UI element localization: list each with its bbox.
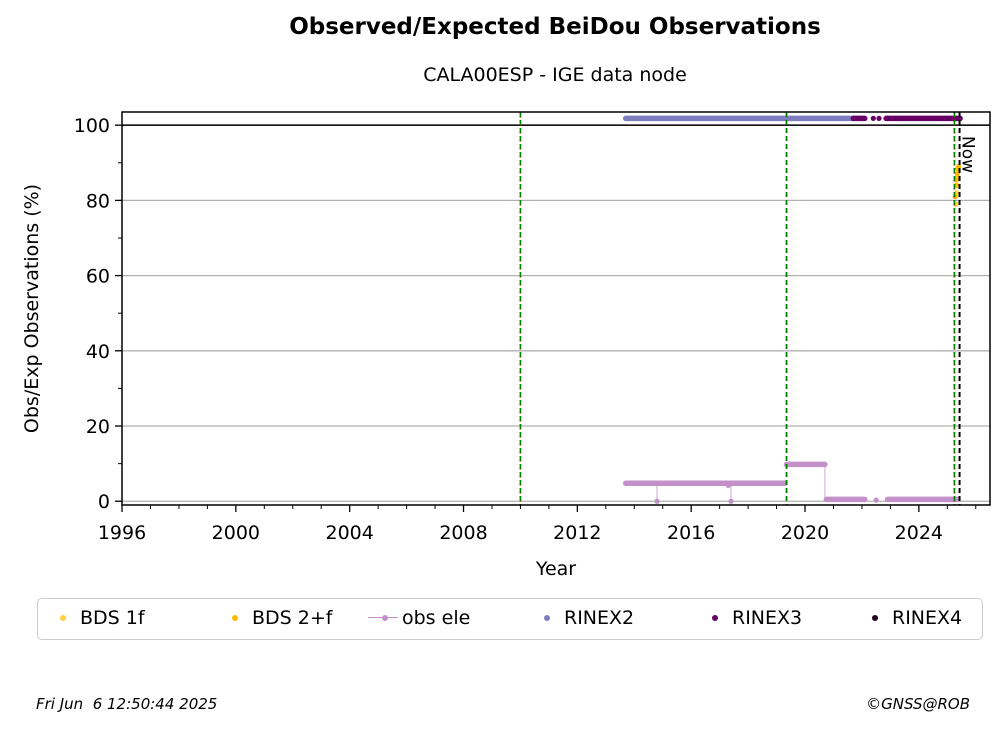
legend-item: BDS 1f [46,605,145,631]
series-rinex3-point [876,115,882,121]
legend-label: RINEX3 [732,607,803,629]
legend-label: BDS 2+f [252,607,333,629]
y-tick-label: 80 [86,190,110,212]
now-label: Now [958,136,978,173]
x-axis-label: Year [535,558,576,580]
legend-label: RINEX2 [564,607,635,629]
y-tick-label: 100 [74,115,110,137]
legend-label: obs ele [402,607,471,629]
legend-item: RINEX3 [698,605,802,631]
x-tick-label: 2024 [895,522,943,544]
legend-marker [530,605,564,631]
x-tick-label: 2000 [212,522,260,544]
x-tick-label: 2008 [439,522,487,544]
credit: ©GNSS@ROB [866,695,970,713]
y-tick-label: 40 [86,341,110,363]
legend-marker [218,605,252,631]
plot-frame [121,111,991,506]
legend-item: RINEX2 [530,605,634,631]
legend-item: RINEX4 [858,605,962,631]
chart-subtitle: CALA00ESP - IGE data node [423,64,687,86]
x-tick-label: 2020 [781,522,829,544]
legend-label: BDS 1f [80,607,145,629]
x-tick-label: 2012 [553,522,601,544]
y-axis-label: Obs/Exp Observations (%) [21,184,43,433]
chart-title: Observed/Expected BeiDou Observations [289,14,821,40]
series-bds-2-f-point [952,194,958,200]
series-bds-2-f-point [956,163,962,170]
legend-label: RINEX4 [892,607,963,629]
y-tick-label: 20 [86,416,110,438]
series-rinex3-point [870,115,876,121]
legend-item: BDS 2+f [218,605,332,631]
legend-marker [698,605,732,631]
x-tick-label: 1996 [98,522,146,544]
legend: BDS 1f BDS 2+f obs ele RINEX2 RINEX3 RINEX4 [37,598,983,640]
timestamp: Fri Jun 6 12:50:44 2025 [36,695,218,713]
series-obs-ele-point [725,482,731,489]
x-tick-label: 2016 [667,522,715,544]
chart-area: Now 0 20 40 60 80 100 1996 2000 2004 2008 2012 2016 2… [21,111,991,580]
legend-marker [368,605,402,631]
x-tick-label: 2004 [325,522,373,544]
series-bds-2-f-point [954,177,960,183]
legend-item: obs ele [368,605,470,631]
y-tick-label: 60 [86,266,110,288]
y-tick-label: 0 [98,491,110,513]
legend-marker [46,605,80,631]
legend-marker [858,605,892,631]
series-obs-ele-point [873,497,879,503]
